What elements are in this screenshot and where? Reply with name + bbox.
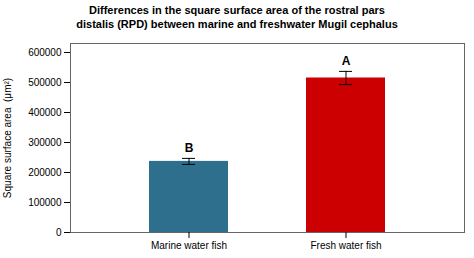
svg-text:Marine water fish: Marine water fish (151, 240, 227, 251)
svg-text:500000: 500000 (28, 77, 62, 88)
svg-text:B: B (185, 141, 194, 155)
svg-text:0: 0 (56, 227, 62, 238)
svg-text:Square surface area (μm²): Square surface area (μm²) (2, 78, 13, 198)
svg-text:Fresh water fish: Fresh water fish (310, 240, 381, 251)
svg-text:200000: 200000 (28, 167, 62, 178)
svg-text:100000: 100000 (28, 197, 62, 208)
svg-text:600000: 600000 (28, 47, 62, 58)
svg-text:A: A (342, 54, 351, 68)
svg-text:400000: 400000 (28, 107, 62, 118)
html-text:Differences in the square surf: Differences in the square surface area o… (76, 4, 398, 30)
svg-text:300000: 300000 (28, 137, 62, 148)
